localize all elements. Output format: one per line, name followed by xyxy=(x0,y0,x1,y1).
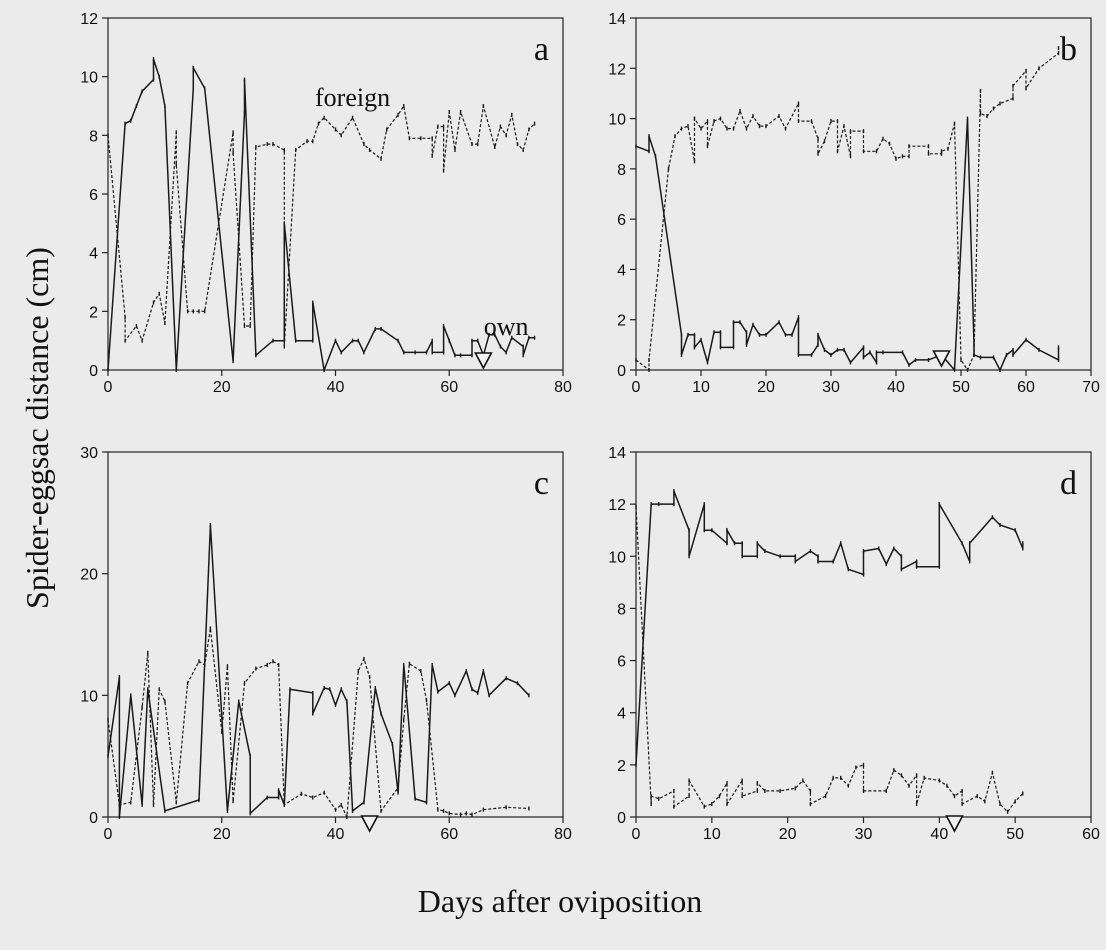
y-tick-label: 10 xyxy=(80,688,98,705)
x-tick-label: 40 xyxy=(327,826,345,843)
y-tick-label: 12 xyxy=(608,497,626,514)
panel-c: 0 20 40 60 80 0 10 20 30 c xyxy=(80,445,572,843)
x-tick-label: 20 xyxy=(213,826,231,843)
y-tick-label: 2 xyxy=(617,313,626,330)
x-tick-label: 30 xyxy=(822,379,840,396)
x-tick-label: 80 xyxy=(554,826,572,843)
x-tick-label: 40 xyxy=(930,826,948,843)
series-foreign-line xyxy=(635,506,1024,813)
x-tick-label: 60 xyxy=(1017,379,1035,396)
y-tick-label: 2 xyxy=(89,304,98,321)
panel-a: 0 20 40 60 80 0 2 4 6 8 10 12 a foreign own xyxy=(80,11,572,396)
x-tick-label: 20 xyxy=(213,379,231,396)
marker-triangle-icon xyxy=(932,350,951,368)
x-tick-label: 50 xyxy=(1006,826,1024,843)
panel-letter: a xyxy=(534,31,549,68)
series-foreign-line xyxy=(635,48,1060,372)
series-own-line xyxy=(635,118,1060,372)
panel-letter: c xyxy=(534,465,549,502)
panel-letter: d xyxy=(1060,465,1077,502)
x-tick-label: 10 xyxy=(703,826,721,843)
y-axis-title: Spider-eggsac distance (cm) xyxy=(19,247,55,609)
x-tick-label: 60 xyxy=(440,826,458,843)
x-tick-label: 10 xyxy=(692,379,710,396)
plot-frame xyxy=(107,451,564,818)
x-tick-label: 40 xyxy=(887,379,905,396)
annotation-foreign: foreign xyxy=(315,83,390,112)
y-tick-label: 10 xyxy=(608,549,626,566)
panel-d: 0 10 20 30 40 50 60 0 2 4 6 8 10 12 14 d xyxy=(608,445,1100,843)
x-tick-label: 0 xyxy=(632,826,641,843)
annotation-own: own xyxy=(484,312,529,341)
y-tick-label: 12 xyxy=(80,11,98,28)
y-tick-label: 8 xyxy=(617,162,626,179)
y-tick-label: 0 xyxy=(617,810,626,827)
marker-triangle-icon xyxy=(474,352,493,370)
x-tick-label: 20 xyxy=(757,379,775,396)
y-tick-label: 4 xyxy=(89,246,98,263)
y-tick-label: 8 xyxy=(617,601,626,618)
x-tick-label: 80 xyxy=(554,379,572,396)
y-tick-label: 14 xyxy=(608,445,626,462)
series-foreign-line xyxy=(107,628,529,820)
marker-triangle-icon xyxy=(360,815,379,833)
x-tick-label: 60 xyxy=(440,379,458,396)
y-tick-label: 0 xyxy=(89,363,98,380)
x-tick-label: 50 xyxy=(952,379,970,396)
series-own-line xyxy=(107,524,530,818)
x-tick-label: 40 xyxy=(327,379,345,396)
x-tick-label: 0 xyxy=(632,379,641,396)
y-tick-label: 0 xyxy=(89,810,98,827)
series-foreign-line xyxy=(107,104,536,347)
y-tick-label: 10 xyxy=(80,70,98,87)
x-tick-label: 0 xyxy=(104,826,113,843)
marker-triangle-icon xyxy=(945,815,964,833)
y-tick-label: 4 xyxy=(617,706,626,723)
y-tick-label: 10 xyxy=(608,112,626,129)
y-tick-label: 12 xyxy=(608,61,626,78)
y-tick-label: 6 xyxy=(89,187,98,204)
x-axis-title: Days after oviposition xyxy=(418,883,702,919)
y-tick-label: 6 xyxy=(617,212,626,229)
x-tick-label: 0 xyxy=(104,379,113,396)
y-tick-label: 2 xyxy=(617,758,626,775)
x-tick-label: 70 xyxy=(1082,379,1100,396)
panel-b: 0 10 20 30 40 50 60 70 0 2 4 6 8 10 12 14 b xyxy=(608,11,1100,396)
plot-frame xyxy=(635,17,1092,371)
y-tick-label: 0 xyxy=(617,363,626,380)
x-tick-label: 60 xyxy=(1082,826,1100,843)
panel-letter: b xyxy=(1060,31,1077,68)
x-tick-label: 20 xyxy=(779,826,797,843)
y-tick-label: 4 xyxy=(617,262,626,279)
y-tick-label: 30 xyxy=(80,445,98,462)
y-tick-label: 6 xyxy=(617,654,626,671)
y-tick-label: 20 xyxy=(80,567,98,584)
series-own-line xyxy=(635,490,1024,765)
y-tick-label: 14 xyxy=(608,11,626,28)
x-tick-label: 30 xyxy=(855,826,873,843)
y-tick-label: 8 xyxy=(89,128,98,145)
